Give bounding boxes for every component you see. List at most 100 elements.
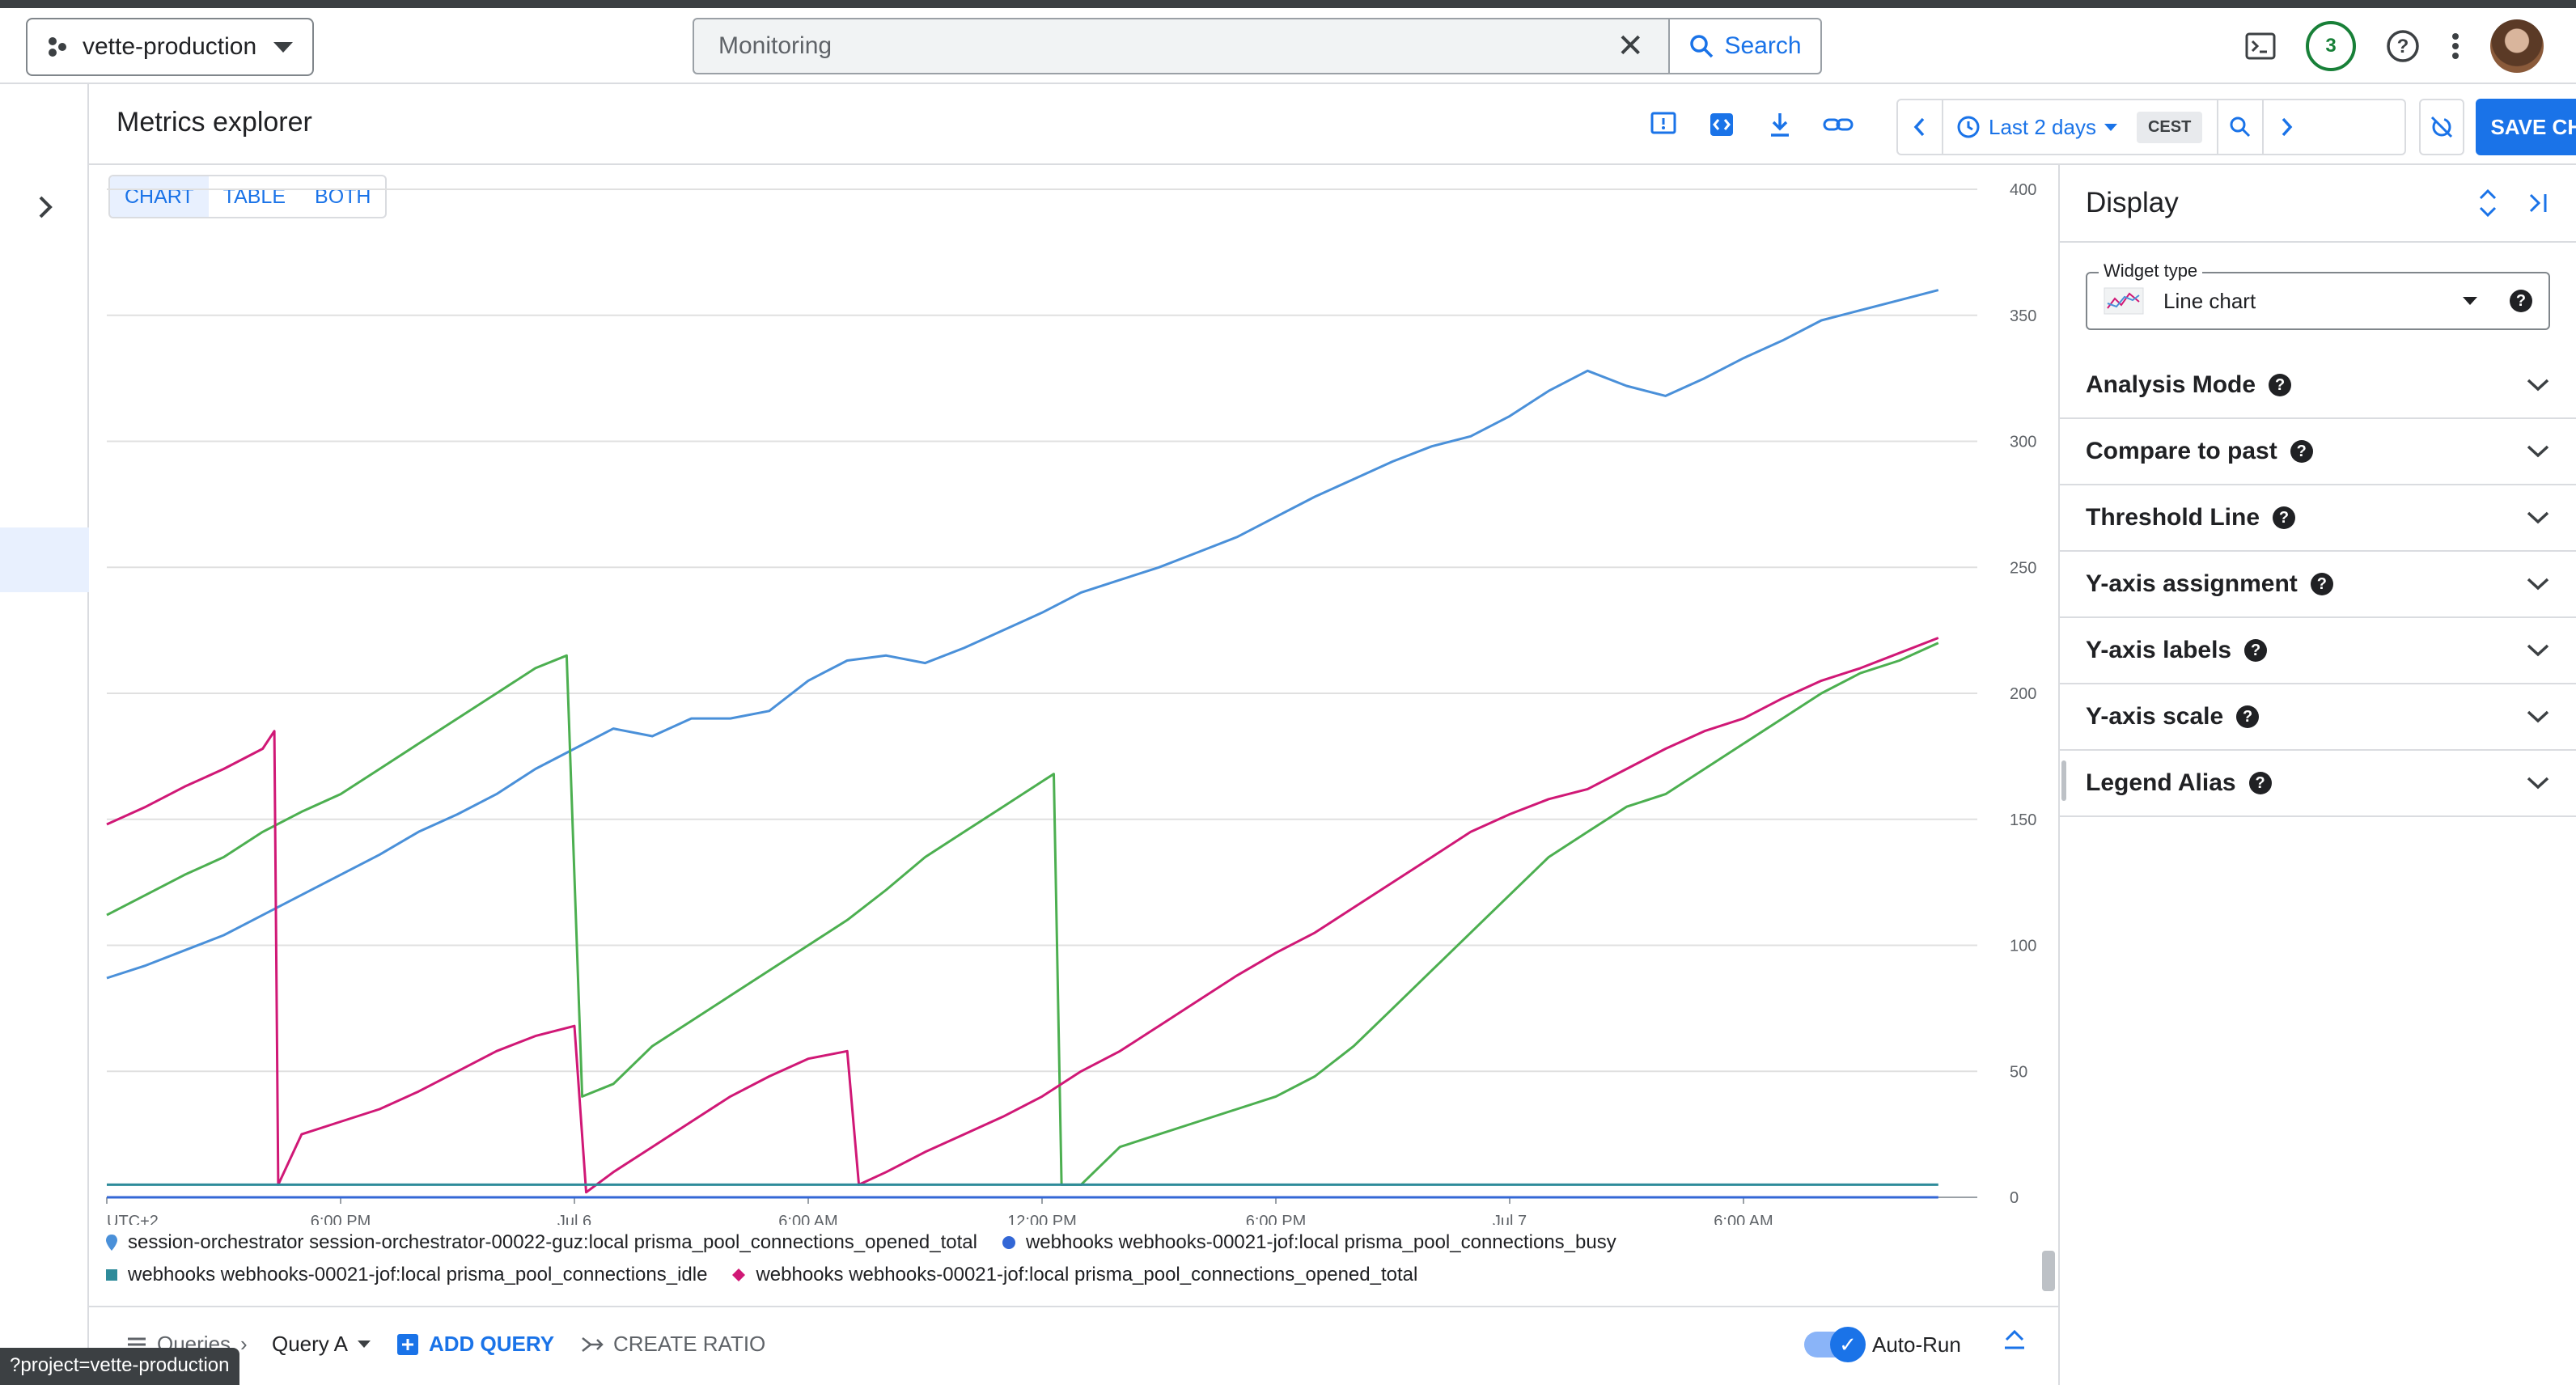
unfold-icon[interactable] xyxy=(2477,187,2498,219)
section-label: Legend Alias xyxy=(2086,769,2236,796)
y-tick-label: 350 xyxy=(2010,307,2036,325)
time-range-selector[interactable]: Last 2 days CEST xyxy=(1943,100,2218,154)
x-tick-label: UTC+2 xyxy=(107,1213,159,1225)
help-icon[interactable]: ? xyxy=(2236,705,2260,728)
save-chart-button[interactable]: SAVE CHART xyxy=(2476,99,2576,155)
section-analysis-mode[interactable]: Analysis Mode? xyxy=(2060,353,2576,419)
section-y-axis-assignment[interactable]: Y-axis assignment? xyxy=(2060,552,2576,618)
search-icon xyxy=(1690,35,1714,58)
diamond-icon xyxy=(732,1269,746,1281)
auto-run-switch[interactable]: ✓ xyxy=(1804,1327,1866,1362)
top-stripe xyxy=(0,0,2576,8)
chevron-down-icon xyxy=(357,1341,371,1348)
legend-item[interactable]: webhooks webhooks-00021-jof:local prisma… xyxy=(1002,1231,1616,1254)
tab-chart[interactable]: CHART xyxy=(110,176,209,217)
section-threshold-line[interactable]: Threshold Line? xyxy=(2060,485,2576,552)
help-icon[interactable]: ? xyxy=(2244,639,2268,662)
y-tick-label: 0 xyxy=(2010,1189,2019,1207)
chevron-down-icon xyxy=(2527,578,2549,591)
chart-legend: session-orchestrator session-orchestrato… xyxy=(105,1226,1616,1291)
panel-resize-handle[interactable] xyxy=(2061,760,2066,801)
help-icon[interactable]: ? xyxy=(2510,290,2532,312)
left-rail-highlight xyxy=(0,527,89,592)
zoom-button[interactable] xyxy=(2218,100,2264,154)
chevron-right-icon[interactable] xyxy=(36,194,55,220)
expand-panel-button[interactable] xyxy=(2003,1328,2026,1351)
legend-label: webhooks webhooks-00021-jof:local prisma… xyxy=(756,1264,1418,1285)
display-accordion: Analysis Mode? Compare to past? Threshol… xyxy=(2060,353,2576,817)
x-tick-label: 6:00 AM xyxy=(1714,1213,1773,1225)
widget-type-label: Widget type xyxy=(2099,260,2203,282)
widget-type-value: Line chart xyxy=(2163,288,2256,313)
section-y-axis-scale[interactable]: Y-axis scale? xyxy=(2060,684,2576,751)
help-icon[interactable]: ? xyxy=(2310,573,2333,595)
x-tick-label: Jul 6 xyxy=(557,1213,591,1225)
widget-type-select[interactable]: Widget type Line chart ? xyxy=(2086,260,2550,330)
chevron-down-icon xyxy=(2527,777,2549,790)
y-tick-label: 250 xyxy=(2010,559,2036,577)
project-selector[interactable]: vette-production xyxy=(26,18,314,76)
chevron-down-icon xyxy=(2527,710,2549,723)
legend-item[interactable]: webhooks webhooks-00021-jof:local prisma… xyxy=(731,1264,1417,1286)
add-icon xyxy=(397,1333,418,1355)
feedback-icon[interactable] xyxy=(1647,108,1680,141)
query-bar: Queries › Query A ADD QUERY CREATE RATIO… xyxy=(89,1306,2058,1385)
link-icon[interactable] xyxy=(1822,108,1854,141)
legend-label: webhooks webhooks-00021-jof:local prisma… xyxy=(128,1264,708,1285)
search-button[interactable]: Search xyxy=(1668,18,1822,74)
legend-item[interactable]: webhooks webhooks-00021-jof:local prisma… xyxy=(105,1264,707,1286)
clock-icon xyxy=(1957,116,1980,138)
x-tick-label: Jul 7 xyxy=(1493,1213,1527,1225)
code-icon[interactable] xyxy=(1705,108,1738,141)
time-next-button[interactable] xyxy=(2264,100,2309,154)
x-tick-label: 6:00 AM xyxy=(778,1213,837,1225)
scrollbar-thumb[interactable] xyxy=(2042,1251,2055,1291)
avatar[interactable] xyxy=(2490,19,2544,73)
query-selector[interactable]: Query A xyxy=(272,1332,371,1357)
help-icon[interactable]: ? xyxy=(2290,440,2313,463)
series-line xyxy=(106,637,1939,1194)
collapse-panel-icon[interactable] xyxy=(2526,191,2550,215)
legend-item[interactable]: session-orchestrator session-orchestrato… xyxy=(105,1231,977,1254)
close-icon[interactable]: ✕ xyxy=(1616,28,1644,64)
x-tick-label: 6:00 PM xyxy=(1246,1213,1306,1225)
help-icon[interactable]: ? xyxy=(2269,374,2292,396)
search-button-label: Search xyxy=(1724,32,1802,59)
display-panel-title: Display xyxy=(2086,187,2179,218)
square-icon xyxy=(106,1269,117,1281)
auto-refresh-button[interactable] xyxy=(2419,99,2464,155)
zoom-icon xyxy=(2230,116,2251,138)
more-vert-icon[interactable] xyxy=(2450,30,2461,62)
help-icon[interactable]: ? xyxy=(2248,772,2272,794)
chevron-down-icon xyxy=(2527,379,2549,392)
section-label: Y-axis assignment xyxy=(2086,570,2298,597)
chevron-down-icon xyxy=(2527,511,2549,524)
download-icon[interactable] xyxy=(1764,108,1796,141)
section-y-axis-labels[interactable]: Y-axis labels? xyxy=(2060,618,2576,684)
line-chart[interactable]: 0 50 100 150 200 250 300 350 400 UTC+2 6:00 PM Jul … xyxy=(89,165,2058,1225)
create-ratio-label: CREATE RATIO xyxy=(613,1332,766,1356)
add-query-button[interactable]: ADD QUERY xyxy=(396,1332,554,1357)
y-tick-label: 200 xyxy=(2010,685,2036,703)
time-prev-button[interactable] xyxy=(1898,100,1943,154)
terminal-icon[interactable] xyxy=(2244,30,2277,62)
auto-run-toggle[interactable]: ✓ Auto-Run xyxy=(1804,1327,1961,1362)
help-icon[interactable]: ? xyxy=(2273,506,2296,529)
notifications-badge[interactable]: 3 xyxy=(2306,21,2356,71)
sync-disabled-icon xyxy=(2430,116,2453,138)
search-input[interactable]: Monitoring ✕ xyxy=(693,18,1670,74)
section-legend-alias[interactable]: Legend Alias? xyxy=(2060,751,2576,817)
chevron-right-icon: › xyxy=(240,1332,248,1356)
chevron-down-icon xyxy=(273,41,293,53)
section-label: Y-axis labels xyxy=(2086,637,2232,663)
section-compare-to-past[interactable]: Compare to past? xyxy=(2060,419,2576,485)
create-ratio-button[interactable]: CREATE RATIO xyxy=(581,1332,765,1357)
section-label: Compare to past xyxy=(2086,438,2277,464)
y-tick-label: 150 xyxy=(2010,811,2036,829)
legend-label: session-orchestrator session-orchestrato… xyxy=(128,1231,977,1253)
display-panel: Display Widget type Line chart ? Analysi… xyxy=(2058,165,2576,1385)
chevron-left-icon xyxy=(1913,117,1925,137)
help-icon[interactable]: ? xyxy=(2385,28,2421,64)
x-tick-label: 6:00 PM xyxy=(311,1213,371,1225)
display-panel-header: Display xyxy=(2060,165,2576,243)
